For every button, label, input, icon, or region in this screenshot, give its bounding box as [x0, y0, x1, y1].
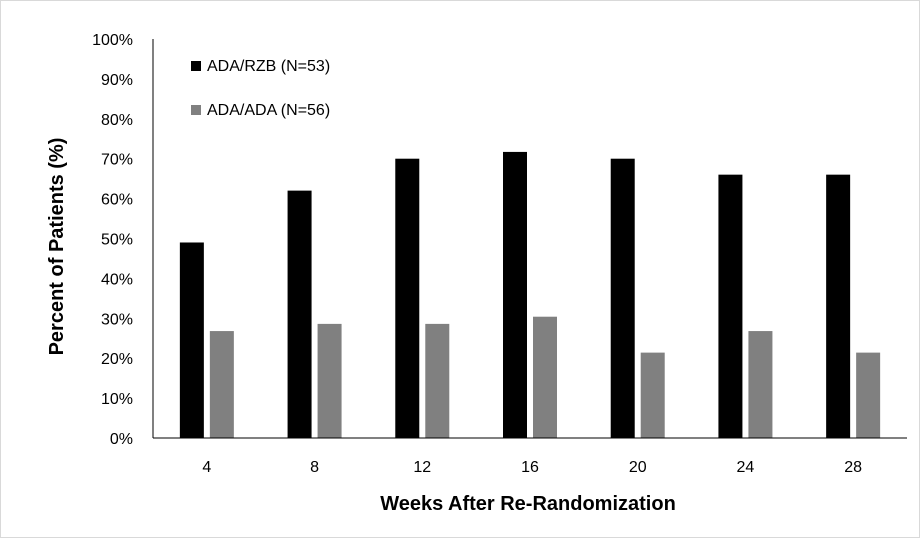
bar-ada-ada-week-28	[856, 352, 881, 438]
y-tick-label: 10%	[101, 391, 133, 408]
x-tick-label: 12	[413, 459, 431, 476]
bar-ada-ada-week-12	[425, 323, 450, 438]
bar-ada-rzb-week-20	[610, 158, 635, 438]
x-tick-label: 8	[310, 459, 319, 476]
bar-ada-rzb-week-16	[503, 151, 527, 439]
bar-ada-ada-week-4	[209, 331, 234, 438]
legend-swatch	[191, 61, 201, 71]
bar-ada-ada-week-8	[317, 323, 342, 438]
x-axis-ticks: 4 8 12 16 20 24 28	[202, 459, 862, 476]
y-tick-label: 20%	[101, 351, 133, 368]
x-axis-title: Weeks After Re-Randomization	[380, 493, 676, 515]
y-tick-label: 60%	[101, 192, 133, 209]
y-tick-label: 80%	[101, 112, 133, 129]
y-axis-title: Percent of Patients (%)	[46, 138, 68, 356]
y-axis-ticks: 0% 10% 20% 30% 40% 50% 60% 70% 80% 90% 100%	[92, 32, 133, 448]
bar-ada-rzb-week-12	[395, 158, 420, 438]
y-tick-label: 0%	[110, 431, 133, 448]
x-tick-label: 16	[521, 459, 539, 476]
bars	[179, 151, 881, 439]
bar-ada-ada-week-16	[533, 316, 557, 438]
bar-ada-ada-week-24	[748, 331, 773, 438]
y-tick-label: 90%	[101, 72, 133, 89]
bar-ada-rzb-week-8	[287, 190, 312, 438]
y-tick-label: 30%	[101, 311, 133, 328]
y-tick-label: 50%	[101, 232, 133, 249]
x-tick-label: 28	[844, 459, 862, 476]
x-tick-label: 20	[629, 459, 647, 476]
legend-label: ADA/RZB (N=53)	[207, 58, 330, 75]
bar-ada-ada-week-20	[640, 352, 665, 438]
y-tick-label: 100%	[92, 32, 133, 49]
y-tick-label: 40%	[101, 271, 133, 288]
bar-ada-rzb-week-28	[826, 174, 851, 438]
legend-label: ADA/ADA (N=56)	[207, 102, 330, 119]
bar-ada-rzb-week-24	[718, 174, 743, 438]
x-tick-label: 24	[737, 459, 755, 476]
y-tick-label: 70%	[101, 152, 133, 169]
legend: ADA/RZB (N=53) ADA/ADA (N=56)	[191, 58, 330, 119]
legend-swatch	[191, 105, 201, 115]
x-tick-label: 4	[202, 459, 211, 476]
bar-ada-rzb-week-4	[179, 242, 204, 438]
